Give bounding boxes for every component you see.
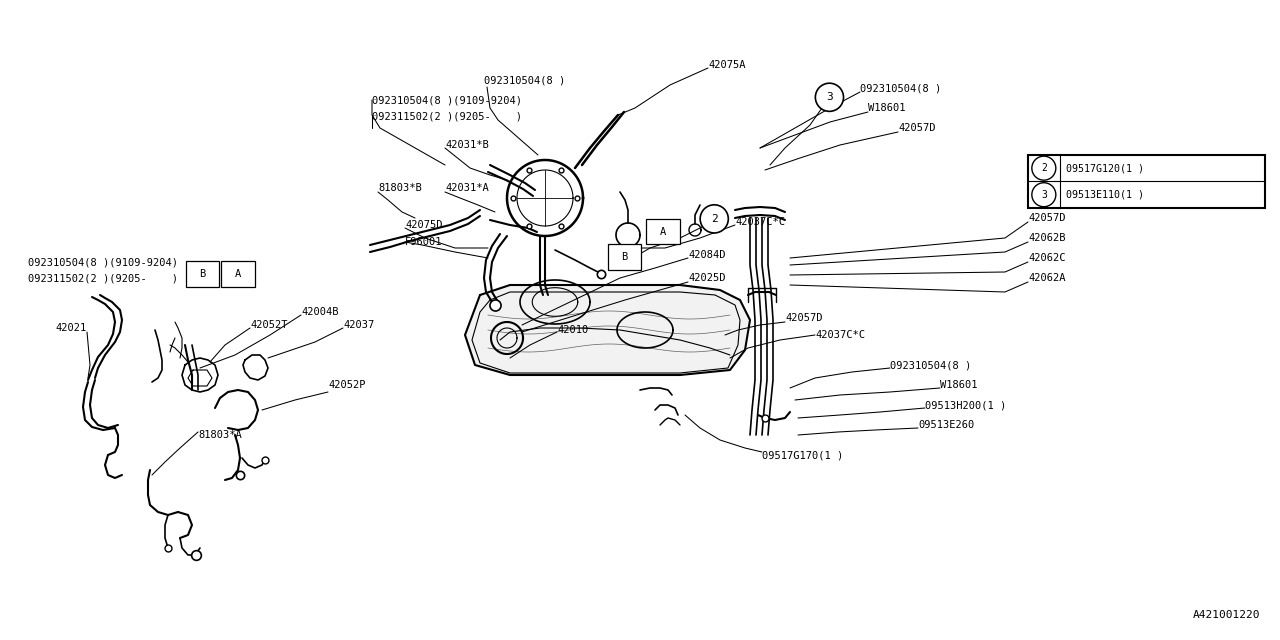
- Text: 42057D: 42057D: [1028, 213, 1065, 223]
- Text: 09517G120(1 ): 09517G120(1 ): [1066, 163, 1144, 173]
- Text: 42057D: 42057D: [785, 313, 823, 323]
- Text: 42004B: 42004B: [301, 307, 338, 317]
- Text: 42057D: 42057D: [899, 123, 936, 133]
- Text: 42062C: 42062C: [1028, 253, 1065, 263]
- Text: 42037C*C: 42037C*C: [815, 330, 865, 340]
- Text: 42021: 42021: [55, 323, 86, 333]
- Text: W18601: W18601: [868, 103, 905, 113]
- Text: 092310504(8 ): 092310504(8 ): [860, 83, 941, 93]
- Text: 42062B: 42062B: [1028, 233, 1065, 243]
- Bar: [186, 261, 219, 287]
- Bar: [221, 261, 255, 287]
- Bar: [608, 244, 641, 270]
- Text: A: A: [660, 227, 666, 237]
- Text: 09513E110(1 ): 09513E110(1 ): [1066, 189, 1144, 200]
- Text: 42031*A: 42031*A: [445, 183, 489, 193]
- Text: 42084D: 42084D: [689, 250, 726, 260]
- Text: F96001: F96001: [404, 237, 443, 247]
- Bar: [1028, 155, 1265, 208]
- Text: 092310504(8 )(9109-9204): 092310504(8 )(9109-9204): [28, 257, 178, 267]
- Text: 092310504(8 )(9109-9204): 092310504(8 )(9109-9204): [372, 95, 522, 105]
- Text: 42052T: 42052T: [250, 320, 288, 330]
- Text: 3: 3: [1041, 189, 1047, 200]
- Text: B: B: [622, 252, 627, 262]
- Text: 09513E260: 09513E260: [918, 420, 974, 430]
- Text: 81803*B: 81803*B: [378, 183, 421, 193]
- Text: A421001220: A421001220: [1193, 610, 1260, 620]
- Text: 42075D: 42075D: [404, 220, 443, 230]
- Text: 42052P: 42052P: [328, 380, 366, 390]
- Text: 09517G170(1 ): 09517G170(1 ): [762, 450, 844, 460]
- Text: 09513H200(1 ): 09513H200(1 ): [925, 400, 1006, 410]
- Text: 42025D: 42025D: [689, 273, 726, 283]
- Text: 2: 2: [1041, 163, 1047, 173]
- Text: 092310504(8 ): 092310504(8 ): [484, 75, 566, 85]
- Text: 092310504(8 ): 092310504(8 ): [890, 360, 972, 370]
- Circle shape: [1032, 183, 1056, 207]
- Text: A: A: [236, 269, 241, 279]
- Circle shape: [700, 205, 728, 233]
- Circle shape: [815, 83, 844, 111]
- Text: 092311502(2 )(9205-    ): 092311502(2 )(9205- ): [372, 111, 522, 121]
- Text: 42075A: 42075A: [708, 60, 745, 70]
- Text: 81803*A: 81803*A: [198, 430, 242, 440]
- Text: 42037: 42037: [343, 320, 374, 330]
- Polygon shape: [465, 285, 750, 375]
- Text: 42031*B: 42031*B: [445, 140, 489, 150]
- Text: 3: 3: [826, 92, 833, 102]
- Text: 42037C*C: 42037C*C: [735, 217, 785, 227]
- Text: 092311502(2 )(9205-    ): 092311502(2 )(9205- ): [28, 273, 178, 283]
- Text: B: B: [200, 269, 205, 279]
- Text: W18601: W18601: [940, 380, 978, 390]
- Text: 42010: 42010: [557, 325, 589, 335]
- Bar: [646, 219, 680, 244]
- Text: 42062A: 42062A: [1028, 273, 1065, 283]
- Circle shape: [1032, 156, 1056, 180]
- Text: 2: 2: [710, 214, 718, 224]
